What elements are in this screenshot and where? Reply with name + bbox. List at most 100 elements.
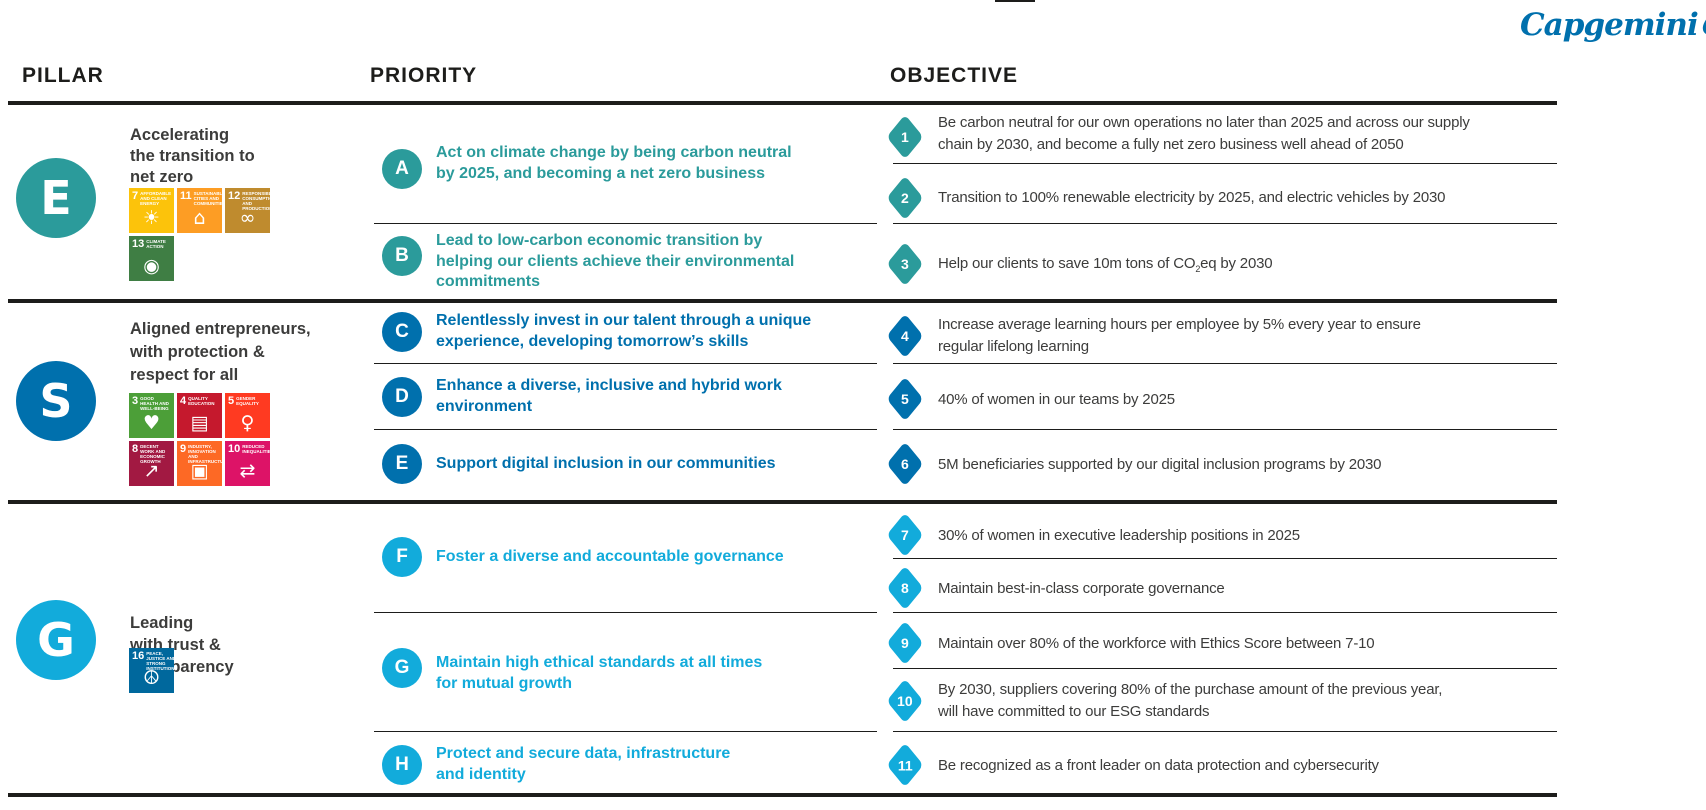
objective-number: 11 (897, 756, 913, 774)
sdg-icon-4: 4 Quality education ▤ (177, 393, 222, 438)
sdg-row-s1: 3 Good health and well-being ♥ 4 Quality e… (129, 393, 270, 438)
capgemini-logo: Capgemini (1520, 8, 1706, 42)
sdg-title: Sustainable cities and communities (193, 191, 222, 206)
objective-line: Be carbon neutral for our own operations… (938, 114, 1470, 131)
objective-separator (893, 731, 1557, 732)
objective-number: 4 (901, 327, 909, 344)
section-rule-2 (8, 500, 1557, 504)
objective-badge-11: 11 (886, 742, 924, 788)
objective-line: will have committed to our ESG standards (938, 703, 1210, 720)
priority-line: Maintain high ethical standards at all t… (436, 654, 763, 671)
pillar-title-line: Accelerating (130, 126, 230, 144)
co2-subscript: 2 (1195, 264, 1201, 274)
sdg-number: 16 (132, 650, 145, 662)
priority-line: environment (436, 397, 533, 415)
objective-separator (893, 558, 1557, 559)
objective-text-5: 40% of women in our teams by 2025 (938, 391, 1175, 408)
priority-separator (374, 731, 877, 732)
objective-number: 6 (901, 455, 909, 472)
priority-badge-g: G (382, 648, 422, 688)
objective-badge-3: 3 (886, 241, 924, 287)
objective-badge-8: 8 (886, 565, 924, 611)
sdg-icon-3: 3 Good health and well-being ♥ (129, 393, 174, 438)
sdg-title: Good health and well-being (140, 396, 169, 411)
column-header-priority: PRIORITY (370, 64, 478, 87)
section-rule-1 (8, 299, 1557, 303)
sdg-number: 5 (228, 395, 235, 407)
objective-text-6: 5M beneficiaries supported by our digita… (938, 456, 1382, 473)
priority-line: Enhance a diverse, inclusive and hybrid … (436, 377, 782, 394)
sdg-title: Responsible consumption and production (242, 191, 270, 211)
sdg16-dove-icon: ☮ (142, 666, 161, 689)
sdg10-equality-icon: ⇄ (239, 459, 256, 482)
objective-text-7: 30% of women in executive leadership pos… (938, 527, 1300, 544)
objective-badge-7: 7 (886, 512, 924, 558)
objective-text-9: Maintain over 80% of the workforce with … (938, 635, 1375, 652)
objective-line: eq by 2030 (1200, 255, 1273, 272)
pillar-badge-g: G (16, 600, 96, 680)
pillar-title-line: Aligned entrepreneurs, (130, 320, 311, 338)
capgemini-wordmark: Capgemini (1520, 7, 1699, 43)
priority-line: and identity (436, 765, 526, 783)
objective-line: Help our clients to save 10m tons of CO (938, 255, 1196, 272)
objective-badge-2: 2 (886, 175, 924, 221)
priority-badge-c: C (382, 312, 422, 352)
pillar-title-e: Accelerating the transition to net zero (130, 125, 255, 188)
priority-line: Protect and secure data, infrastructure (436, 745, 731, 762)
bottom-rule (8, 793, 1557, 797)
pillar-title-line: net zero (130, 168, 194, 186)
sdg3-heartbeat-icon: ♥ (142, 411, 161, 434)
sdg8-growth-icon: ↗ (143, 459, 160, 482)
objective-number: 5 (901, 390, 909, 407)
objective-badge-5: 5 (886, 376, 924, 422)
objective-text-4: Increase average learning hours per empl… (938, 314, 1421, 358)
sdg-number: 8 (132, 443, 139, 455)
sdg-icon-11: 11Sustainable cities and communities ⌂ (177, 188, 222, 233)
sdg-icon-5: 5 Gender equality ♀ (225, 393, 270, 438)
priority-separator (374, 223, 877, 224)
sdg5-gender-icon: ♀ (240, 411, 255, 434)
sdg-number: 4 (180, 395, 187, 407)
priority-line: Act on climate change by being carbon ne… (436, 144, 792, 161)
sdg-row-e2: 13 Climate action ◉ (129, 236, 174, 281)
priority-text-a: Act on climate change by being carbon ne… (436, 143, 792, 184)
sdg-title: Reduced inequalities (242, 444, 270, 454)
sdg-icon-8: 8 Decent work and economic growth ↗ (129, 441, 174, 486)
header-rule (8, 101, 1557, 105)
sdg-row-e1: 7 Affordable and clean energy ☀ 11 Sustain… (129, 188, 270, 233)
sdg11-buildings-icon: ⌂ (193, 206, 206, 229)
objective-number: 9 (901, 634, 909, 651)
objective-text-8: Maintain best-in-class corporate governa… (938, 580, 1225, 597)
sdg-title: Decent work and economic growth (140, 444, 166, 464)
objective-text-3: Help our clients to save 10m tons of CO2… (938, 253, 1273, 280)
objective-number: 3 (901, 255, 909, 272)
objective-separator (893, 668, 1557, 669)
priority-text-d: Enhance a diverse, inclusive and hybrid … (436, 376, 782, 417)
sdg-title: Peace, justice and strong institutions (146, 651, 174, 671)
pillar-title-line: Leading (130, 614, 194, 632)
priority-badge-e: E (382, 444, 422, 484)
priority-separator (374, 363, 877, 364)
sdg-title: Climate action (146, 239, 166, 249)
sdg-icon-13: 13 Climate action ◉ (129, 236, 174, 281)
pillar-title-line: respect for all (130, 366, 239, 384)
sdg-number: 11 (180, 190, 192, 202)
priority-line: commitments (436, 273, 541, 290)
sdg-number: 13 (132, 238, 145, 250)
sdg-icon-9: 9Industry, innovation and infrastructure… (177, 441, 222, 486)
priority-text-f: Foster a diverse and accountable governa… (436, 548, 784, 565)
priority-text-h: Protect and secure data, infrastructure … (436, 744, 730, 785)
objective-number: 1 (901, 128, 909, 145)
priority-line: helping our clients achieve their enviro… (436, 252, 795, 270)
pillar-badge-e: E (16, 158, 96, 238)
priority-badge-f: F (382, 537, 422, 577)
column-header-pillar: PILLAR (22, 64, 104, 87)
sdg-icon-7: 7 Affordable and clean energy ☀ (129, 188, 174, 233)
sdg12-infinity-icon: ∞ (239, 206, 256, 229)
priority-line: Relentlessly invest in our talent throug… (436, 312, 812, 329)
objective-badge-1: 1 (886, 114, 924, 160)
priority-text-b: Lead to low-carbon economic transition b… (436, 231, 794, 293)
objective-badge-9: 9 (886, 620, 924, 666)
priority-badge-d: D (382, 377, 422, 417)
objective-text-11: Be recognized as a front leader on data … (938, 757, 1379, 774)
